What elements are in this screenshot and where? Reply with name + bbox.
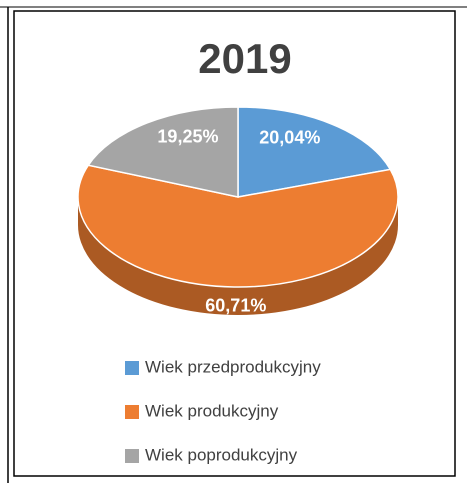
legend-label: Wiek produkcyjny <box>145 401 279 420</box>
pie: 20,04% 60,71% 19,25% <box>77 106 399 316</box>
pie-side <box>78 197 398 315</box>
legend-label: Wiek przedprodukcyjny <box>145 357 321 376</box>
pie-slice <box>237 106 392 198</box>
legend-swatch <box>125 405 139 419</box>
data-label: 19,25% <box>157 127 218 147</box>
pie-slice <box>77 164 399 288</box>
pie-slice <box>87 106 239 198</box>
data-label: 20,04% <box>259 128 320 148</box>
legend-swatch <box>125 449 139 463</box>
legend-label: Wiek poprodukcyjny <box>145 445 298 464</box>
legend: Wiek przedprodukcyjny Wiek produkcyjny Wie… <box>125 357 321 464</box>
legend-swatch <box>125 361 139 375</box>
data-label: 60,71% <box>205 296 266 316</box>
chart-title: 2019 <box>198 35 291 82</box>
